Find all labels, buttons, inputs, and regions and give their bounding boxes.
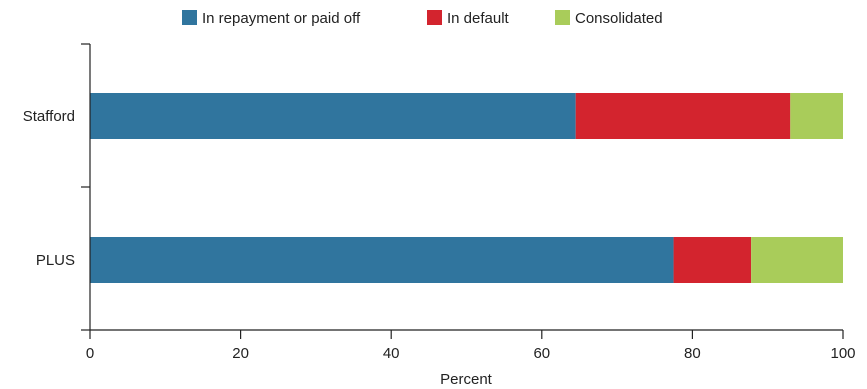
y-tick-label: Stafford: [23, 108, 75, 125]
bar-segment: [790, 93, 843, 139]
x-tick-label: 100: [830, 345, 855, 362]
bar-segment: [751, 237, 843, 283]
x-tick-label: 0: [86, 345, 94, 362]
bar-segment: [90, 237, 674, 283]
axes: [81, 43, 843, 331]
x-tick-label: 40: [383, 345, 400, 362]
legend-label: In repayment or paid off: [202, 10, 361, 27]
legend-swatch: [427, 10, 442, 25]
x-tick-label: 20: [232, 345, 249, 362]
legend-swatch: [182, 10, 197, 25]
legend-label: Consolidated: [575, 10, 663, 27]
y-tick-label: PLUS: [36, 252, 75, 269]
bar-segment: [673, 237, 752, 283]
legend: In repayment or paid off In default Consol…: [182, 10, 663, 27]
bars: [90, 93, 843, 283]
y-tick-labels: Stafford PLUS: [23, 108, 75, 269]
x-tick-label: 60: [533, 345, 550, 362]
bar-segment: [575, 93, 791, 139]
x-tick-label: 80: [684, 345, 701, 362]
bar-segment: [90, 93, 576, 139]
legend-label: In default: [447, 10, 510, 27]
x-ticks: 0 20 40 60 80 100: [86, 330, 856, 362]
x-axis-title: Percent: [440, 371, 493, 388]
legend-swatch: [555, 10, 570, 25]
